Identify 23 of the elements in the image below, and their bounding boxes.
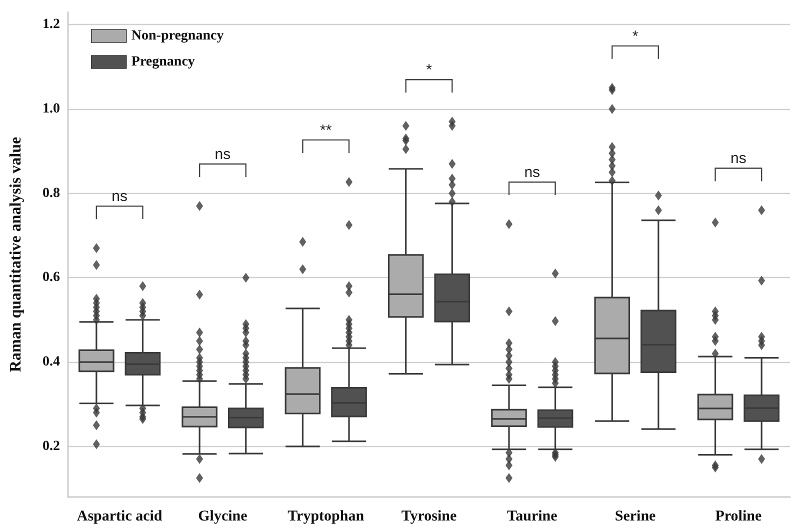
x-tick-label: Aspartic acid <box>76 508 163 524</box>
annotation: ns <box>214 146 231 163</box>
x-tick-label: Glycine <box>198 508 248 524</box>
legend-label: Non-pregnancy <box>131 28 224 44</box>
annotation: * <box>426 62 432 79</box>
annotation: ** <box>320 122 332 139</box>
x-tick-label: Taurine <box>506 508 558 524</box>
annotation: * <box>632 28 638 45</box>
y-axis-title: Raman quantitative analysis value <box>8 136 24 372</box>
annotation: ns <box>730 150 746 168</box>
x-tick-label: Tryptophan <box>288 508 365 524</box>
y-tick-label: 0.8 <box>42 186 60 201</box>
legend-label: Pregnancy <box>131 54 195 70</box>
y-tick-label: 1.0 <box>42 102 60 116</box>
annotation: ns <box>524 164 540 182</box>
y-tick-label: 0.4 <box>42 354 60 370</box>
y-tick-label: 0.6 <box>42 270 60 286</box>
x-tick-label: Tyrosine <box>401 508 457 524</box>
annotation: ns <box>112 188 128 206</box>
y-tick-label: 0.2 <box>42 438 60 454</box>
x-tick-label: Proline <box>715 508 762 524</box>
x-tick-label: Serine <box>614 508 656 524</box>
y-tick-label: 1.2 <box>42 17 60 32</box>
